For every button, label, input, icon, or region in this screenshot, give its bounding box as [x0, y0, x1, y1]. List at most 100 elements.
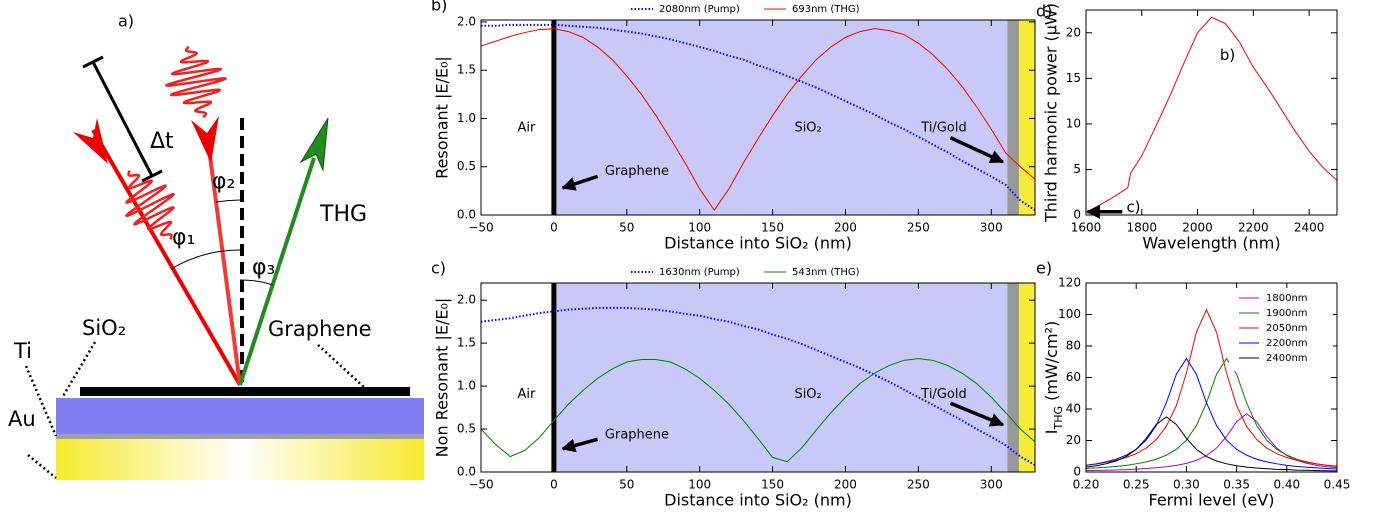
- legend-label: 1900nm: [1266, 308, 1308, 319]
- angle-label: φ₁: [172, 225, 195, 250]
- panel: −50 0 50 100 150 200 250 300 0.0 0.5 1.0 1.5 2.0 Dist…: [431, 0, 1036, 253]
- diagram: a) Δt φ₁ φ₂ φ₃ THG SiO₂ Ti Au Graphene: [8, 12, 424, 480]
- angle-arc: [239, 279, 274, 286]
- ti-layer: [56, 434, 424, 439]
- angle-label: φ₂: [212, 169, 235, 194]
- y-tick-label: 5: [1073, 162, 1081, 176]
- annotation: Air: [517, 387, 536, 402]
- y-axis-label: ITHG (mW/cm²): [1042, 321, 1065, 434]
- x-tick-label: 0: [550, 221, 558, 235]
- annotation: Graphene: [605, 164, 669, 179]
- series-line: [1086, 357, 1337, 470]
- y-axis-label: Resonant |E/E₀|: [433, 56, 452, 179]
- y-axis-label: Non Resonant |E/E₀|: [433, 298, 452, 458]
- legend-label: 1800nm: [1266, 293, 1308, 304]
- annotation: Graphene: [605, 428, 669, 443]
- layer-label: SiO₂: [82, 316, 126, 340]
- legend-box: [1229, 288, 1333, 371]
- x-tick-label: 50: [619, 221, 634, 235]
- y-tick-label: 20: [1066, 25, 1081, 39]
- pump-beam-1: [91, 129, 242, 386]
- angle-arc: [170, 249, 241, 270]
- y-axis-label-part: THG: [1052, 406, 1065, 431]
- graphene-layer: [80, 387, 410, 396]
- sio2-region: [553, 20, 1008, 215]
- delay-bracket: [82, 55, 104, 69]
- y-tick-label: 80: [1066, 339, 1081, 353]
- layer-label: Ti: [13, 339, 32, 363]
- x-tick-label: 0.25: [1123, 478, 1150, 492]
- delay-bracket: [141, 169, 163, 183]
- x-axis-label: Fermi level (eV): [1149, 491, 1275, 510]
- pump-beam-2: [205, 132, 242, 386]
- thg-beam: [238, 157, 316, 386]
- x-axis-label: Distance into SiO₂ (nm): [664, 491, 852, 510]
- x-tick-label: 200: [834, 478, 857, 492]
- y-axis-label-part: I: [1042, 429, 1061, 434]
- legend-label: 2050nm: [1266, 323, 1308, 334]
- x-tick-label: 250: [907, 478, 930, 492]
- legend-label: 2400nm: [1266, 353, 1308, 364]
- x-tick-label: 150: [761, 478, 784, 492]
- panel-label: e): [1036, 259, 1052, 278]
- y-tick-label: 0.0: [457, 465, 476, 479]
- x-tick-label: 200: [834, 221, 857, 235]
- gold-region: [1018, 283, 1035, 472]
- legend-label: 2080nm (Pump): [659, 4, 740, 15]
- series-line: [1086, 16, 1337, 213]
- y-tick-label: 1.0: [457, 111, 476, 125]
- legend-label: 1630nm (Pump): [659, 267, 740, 278]
- gold-region: [1018, 20, 1035, 215]
- graphene-line: [551, 20, 557, 215]
- x-tick-label: 0.20: [1073, 478, 1100, 492]
- panel-label: b): [431, 0, 447, 15]
- beam-label: THG: [319, 202, 367, 227]
- x-tick-label: 250: [907, 221, 930, 235]
- leader-line: [27, 454, 57, 479]
- annotation-arrow: [949, 136, 1005, 164]
- panel-label: d): [1036, 2, 1052, 21]
- x-tick-label: 50: [619, 478, 634, 492]
- y-tick-label: 1.5: [457, 336, 476, 350]
- y-tick-label: 1.0: [457, 379, 476, 393]
- panel: 0.20 0.25 0.30 0.35 0.40 0.45 0 20 40 60 80 100 120 F…: [1036, 259, 1350, 510]
- x-tick-label: 300: [980, 478, 1003, 492]
- series-line: [1086, 416, 1337, 472]
- annotation-arrow: [949, 401, 1005, 427]
- series-line: [481, 306, 1035, 466]
- arrowhead: [191, 116, 219, 163]
- y-axis-label: Third harmonic power (μW): [1042, 3, 1061, 223]
- x-tick-label: 300: [980, 221, 1003, 235]
- ti-region: [1007, 283, 1019, 472]
- x-axis-label: Wavelength (nm): [1142, 234, 1280, 253]
- panel: 1600 1800 2000 2200 2400 0 5 10 15 20 Wavelength (…: [1036, 2, 1338, 253]
- y-tick-label: 100: [1058, 307, 1081, 321]
- annotation: c): [1126, 198, 1140, 216]
- annotation: Air: [517, 121, 536, 136]
- annotation-arrow: [561, 174, 599, 191]
- plot-frame: [480, 19, 1036, 216]
- legend-label: 2200nm: [1266, 338, 1308, 349]
- annotation-arrow: [561, 437, 599, 453]
- series-line: [481, 23, 1035, 212]
- x-tick-label: 150: [761, 221, 784, 235]
- annotation: Ti/Gold: [920, 121, 966, 136]
- y-tick-label: 0: [1073, 208, 1081, 222]
- angle-label: φ₃: [252, 255, 275, 280]
- pulse: [164, 45, 228, 119]
- sio2-region: [553, 283, 1008, 472]
- x-tick-label: 2000: [1182, 221, 1213, 235]
- layer-label: Au: [8, 407, 36, 431]
- delay-label: Δt: [150, 129, 174, 154]
- y-tick-label: 2.0: [457, 14, 476, 28]
- x-tick-label: 100: [688, 221, 711, 235]
- y-tick-label: 0.5: [457, 159, 476, 173]
- x-tick-label: 2400: [1294, 221, 1325, 235]
- y-tick-label: 40: [1066, 402, 1081, 416]
- legend-label: 543nm (THG): [792, 267, 860, 278]
- panel: −50 0 50 100 150 200 250 300 0.0 0.5 1.0 1.5 2.0 Dist…: [431, 259, 1036, 510]
- y-tick-label: 15: [1066, 71, 1081, 85]
- annotation: Ti/Gold: [920, 387, 966, 402]
- x-tick-label: 0.30: [1173, 478, 1200, 492]
